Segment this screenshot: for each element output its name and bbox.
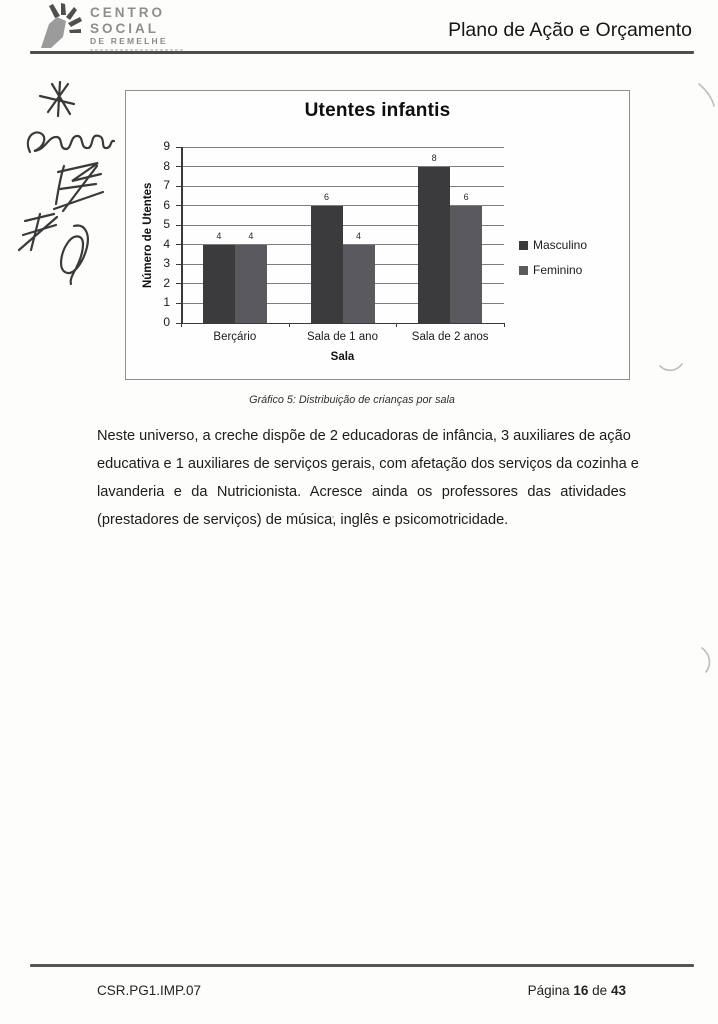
y-axis-tick [176, 166, 181, 168]
legend-label: Masculino [533, 238, 588, 252]
handwritten-crossed-mark [23, 212, 56, 223]
page-number: 16 [573, 983, 589, 998]
x-category-label: Sala de 2 anos [411, 331, 489, 343]
paragraph-line: (prestadores de serviços) de música, ing… [97, 512, 509, 528]
x-axis-tick [181, 323, 182, 327]
chart-title: Utentes infantis [304, 100, 451, 121]
paragraph-line: Neste universo, a creche dispõe de 2 edu… [97, 428, 631, 444]
org-logo: CENTRO SOCIAL DE REMELHE [36, 3, 184, 54]
paragraph-line: lavanderia e da Nutricionista. Acresce a… [97, 484, 626, 500]
hand-logo-icon [36, 3, 86, 54]
x-category-label: Berçário [213, 331, 257, 343]
legend-marker-icon [519, 240, 528, 250]
x-axis-title: Sala [330, 351, 355, 363]
y-axis-tick-label: 1 [163, 295, 170, 310]
x-axis-tick [504, 323, 505, 327]
legend-marker-icon [519, 265, 528, 275]
header-rule [30, 51, 694, 54]
paragraph-line: educativa e 1 auxiliares de serviços ger… [97, 456, 639, 472]
gridline [181, 322, 504, 324]
body-paragraph: Neste universo, a creche dispõe de 2 edu… [97, 422, 639, 534]
legend-label: Feminino [533, 263, 583, 277]
bar-value-label: 4 [248, 230, 254, 241]
y-axis-tick-label: 9 [163, 139, 170, 153]
chart: Utentes infantis Número de Utentes Sala … [125, 90, 630, 380]
bar-feminino [450, 205, 483, 323]
bar-value-label: 6 [463, 191, 469, 202]
chart-legend: Masculino Feminino [519, 238, 587, 288]
handwritten-crossed-mark [29, 212, 42, 252]
handwritten-asterisk-mark [56, 80, 62, 118]
chart-canvas: Utentes infantis Número de Utentes Sala … [126, 91, 629, 379]
gridline [181, 166, 504, 168]
y-axis-tick-label: 5 [163, 217, 170, 232]
gridline [181, 146, 504, 148]
bar-feminino [342, 244, 375, 323]
y-axis-tick-label: 3 [163, 256, 170, 271]
org-logo-text: CENTRO SOCIAL DE REMELHE [90, 3, 184, 53]
bar-masculino [202, 244, 235, 323]
handwritten-crossed-mark [17, 215, 59, 252]
handwritten-zigzag-initials [61, 164, 99, 213]
bar-value-label: 6 [323, 191, 329, 202]
logo-line-1: CENTRO [90, 5, 165, 20]
gridline [181, 224, 504, 226]
handwritten-crossed-mark [21, 223, 58, 237]
bar-feminino [234, 244, 267, 323]
handwritten-signature [26, 131, 116, 154]
page-label: Página [527, 983, 570, 998]
scan-artifact-curve [659, 363, 683, 372]
logo-line-2: SOCIAL [90, 20, 160, 36]
y-axis-tick-label: 8 [163, 158, 170, 173]
y-axis-tick-label: 7 [163, 178, 170, 193]
handwritten-zigzag-initials [52, 190, 105, 211]
chart-caption: Gráfico 5: Distribuição de crianças por … [249, 394, 455, 406]
handwritten-loop-mark [59, 224, 89, 286]
footer-page-indicator: Página 16 de 43 [400, 983, 626, 998]
handwritten-zigzag-initials [54, 164, 66, 206]
y-axis-tick [176, 185, 181, 187]
y-axis-tick [176, 283, 181, 285]
logo-line-3: DE REMELHE [90, 36, 168, 46]
legend-item-masculino: Masculino [519, 238, 587, 252]
logo-tagline-illegible [90, 48, 184, 53]
page-total: 43 [610, 983, 626, 998]
scan-artifact-curve [698, 83, 715, 107]
bar-value-label: 8 [431, 152, 437, 163]
y-axis-tick [176, 224, 181, 226]
bar-masculino [310, 205, 343, 323]
y-axis-tick-label: 4 [163, 236, 170, 251]
y-axis-tick [176, 322, 181, 324]
y-axis-tick [176, 302, 181, 304]
bar-value-label: 4 [216, 230, 222, 241]
footer-doc-code: CSR.PG1.IMP.07 [97, 983, 202, 998]
document-title: Plano de Ação e Orçamento [448, 19, 692, 41]
bar-value-label: 4 [355, 230, 361, 241]
handwritten-asterisk-mark [46, 82, 70, 114]
y-axis-tick-label: 0 [163, 315, 170, 329]
x-axis-tick [288, 323, 290, 327]
y-axis-tick-label: 2 [163, 275, 170, 290]
legend-item-feminino: Feminino [519, 263, 587, 277]
y-axis-tick [176, 263, 181, 265]
page-separator: de [592, 983, 608, 998]
handwritten-zigzag-initials [56, 161, 103, 183]
y-axis-tick [176, 205, 181, 207]
scan-artifact-curve [701, 647, 711, 673]
y-axis-tick [176, 146, 181, 148]
y-axis-line [181, 147, 183, 323]
y-axis-tick-label: 6 [163, 197, 170, 212]
gridline [181, 205, 504, 207]
bar-masculino [418, 166, 451, 323]
x-category-label: Sala de 1 ano [306, 331, 378, 343]
handwritten-zigzag-initials [58, 182, 98, 191]
y-axis-tick [176, 244, 181, 246]
x-axis-tick [396, 323, 398, 327]
footer-rule [30, 964, 694, 967]
gridline [181, 185, 504, 187]
handwritten-asterisk-mark [38, 94, 76, 106]
handwritten-asterisk-mark [50, 82, 72, 116]
